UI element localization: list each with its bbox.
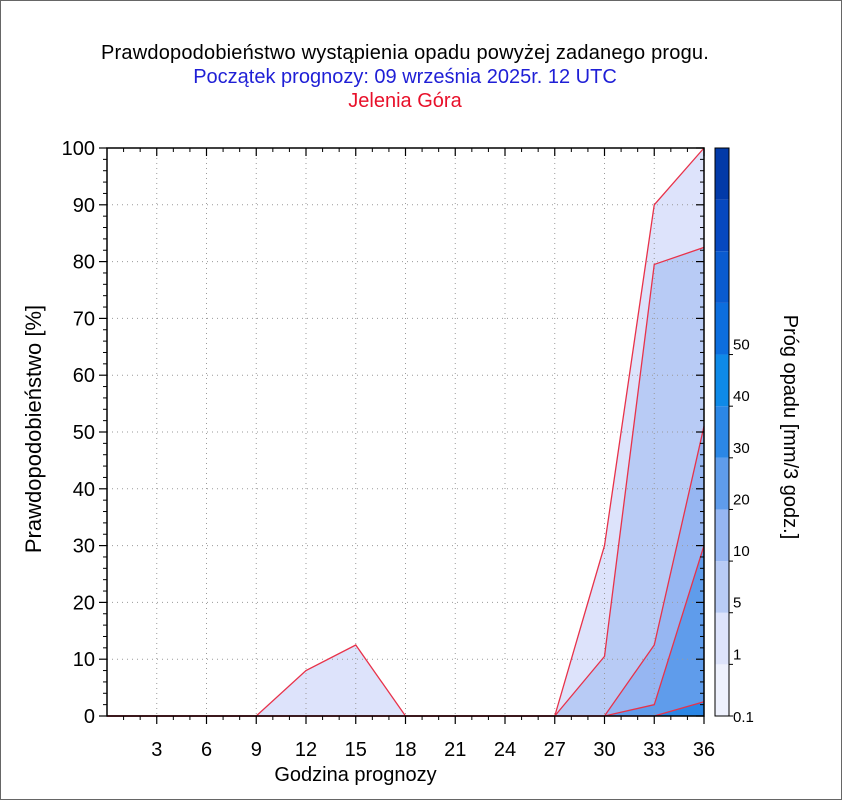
y-tick-label: 50	[73, 422, 95, 444]
colorbar-segment	[715, 664, 729, 716]
colorbar-segment	[715, 302, 729, 355]
colorbar-label: 1	[733, 646, 741, 663]
y-tick-label: 70	[73, 308, 95, 330]
x-tick-label: 6	[201, 739, 212, 761]
y-tick-label: 0	[84, 706, 95, 728]
colorbar-segment	[715, 509, 729, 562]
y-tick-label: 30	[73, 536, 95, 558]
x-tick-label: 12	[295, 739, 317, 761]
title-block: Prawdopodobieństwo wystąpienia opadu pow…	[1, 41, 809, 113]
colorbar-label: 50	[733, 337, 750, 354]
colorbar-label: 0.1	[733, 709, 754, 726]
x-tick-label: 3	[151, 739, 162, 761]
y-tick-label: 90	[73, 195, 95, 217]
colorbar-border	[714, 147, 730, 717]
colorbar-label: 5	[733, 595, 741, 612]
x-tick-label: 33	[643, 739, 665, 761]
colorbar-segment	[715, 457, 729, 510]
x-tick-label: 15	[345, 739, 367, 761]
y-axis-title: Prawdopodobieństwo [%]	[21, 305, 46, 553]
y-tick-label: 80	[73, 252, 95, 274]
area-threshold-5	[107, 426, 704, 716]
x-tick-label: 21	[444, 739, 466, 761]
x-tick-label: 9	[251, 739, 262, 761]
x-tick-label: 36	[693, 739, 715, 761]
colorbar-segment	[715, 612, 729, 665]
x-tick-label: 18	[394, 739, 416, 761]
station-name: Jelenia Góra	[348, 90, 462, 112]
y-tick-label: 10	[73, 649, 95, 671]
colorbar-label: 10	[733, 543, 750, 560]
y-tick-label: 40	[73, 479, 95, 501]
y-tick-label: 60	[73, 365, 95, 387]
colorbar-segment	[715, 251, 729, 303]
colorbar-title: Próg opadu [mm/3 godz.]	[779, 315, 801, 540]
x-tick-label: 24	[494, 739, 516, 761]
x-tick-label: 30	[593, 739, 615, 761]
chart-title: Prawdopodobieństwo wystąpienia opadu pow…	[101, 42, 709, 64]
colorbar-segment	[715, 561, 729, 613]
colorbar-label: 30	[733, 440, 750, 457]
colorbar-segment	[715, 148, 729, 200]
colorbar-segment	[715, 354, 729, 407]
y-tick-label: 100	[62, 138, 95, 160]
x-tick-label: 27	[544, 739, 566, 761]
colorbar-segment	[715, 199, 729, 252]
colorbar-label: 40	[733, 388, 750, 405]
y-tick-label: 20	[73, 592, 95, 614]
colorbar-segment	[715, 406, 729, 458]
chart-subtitle: Początek prognozy: 09 września 2025r. 12…	[193, 66, 617, 88]
colorbar-label: 20	[733, 491, 750, 508]
x-axis-title: Godzina prognozy	[274, 764, 436, 786]
